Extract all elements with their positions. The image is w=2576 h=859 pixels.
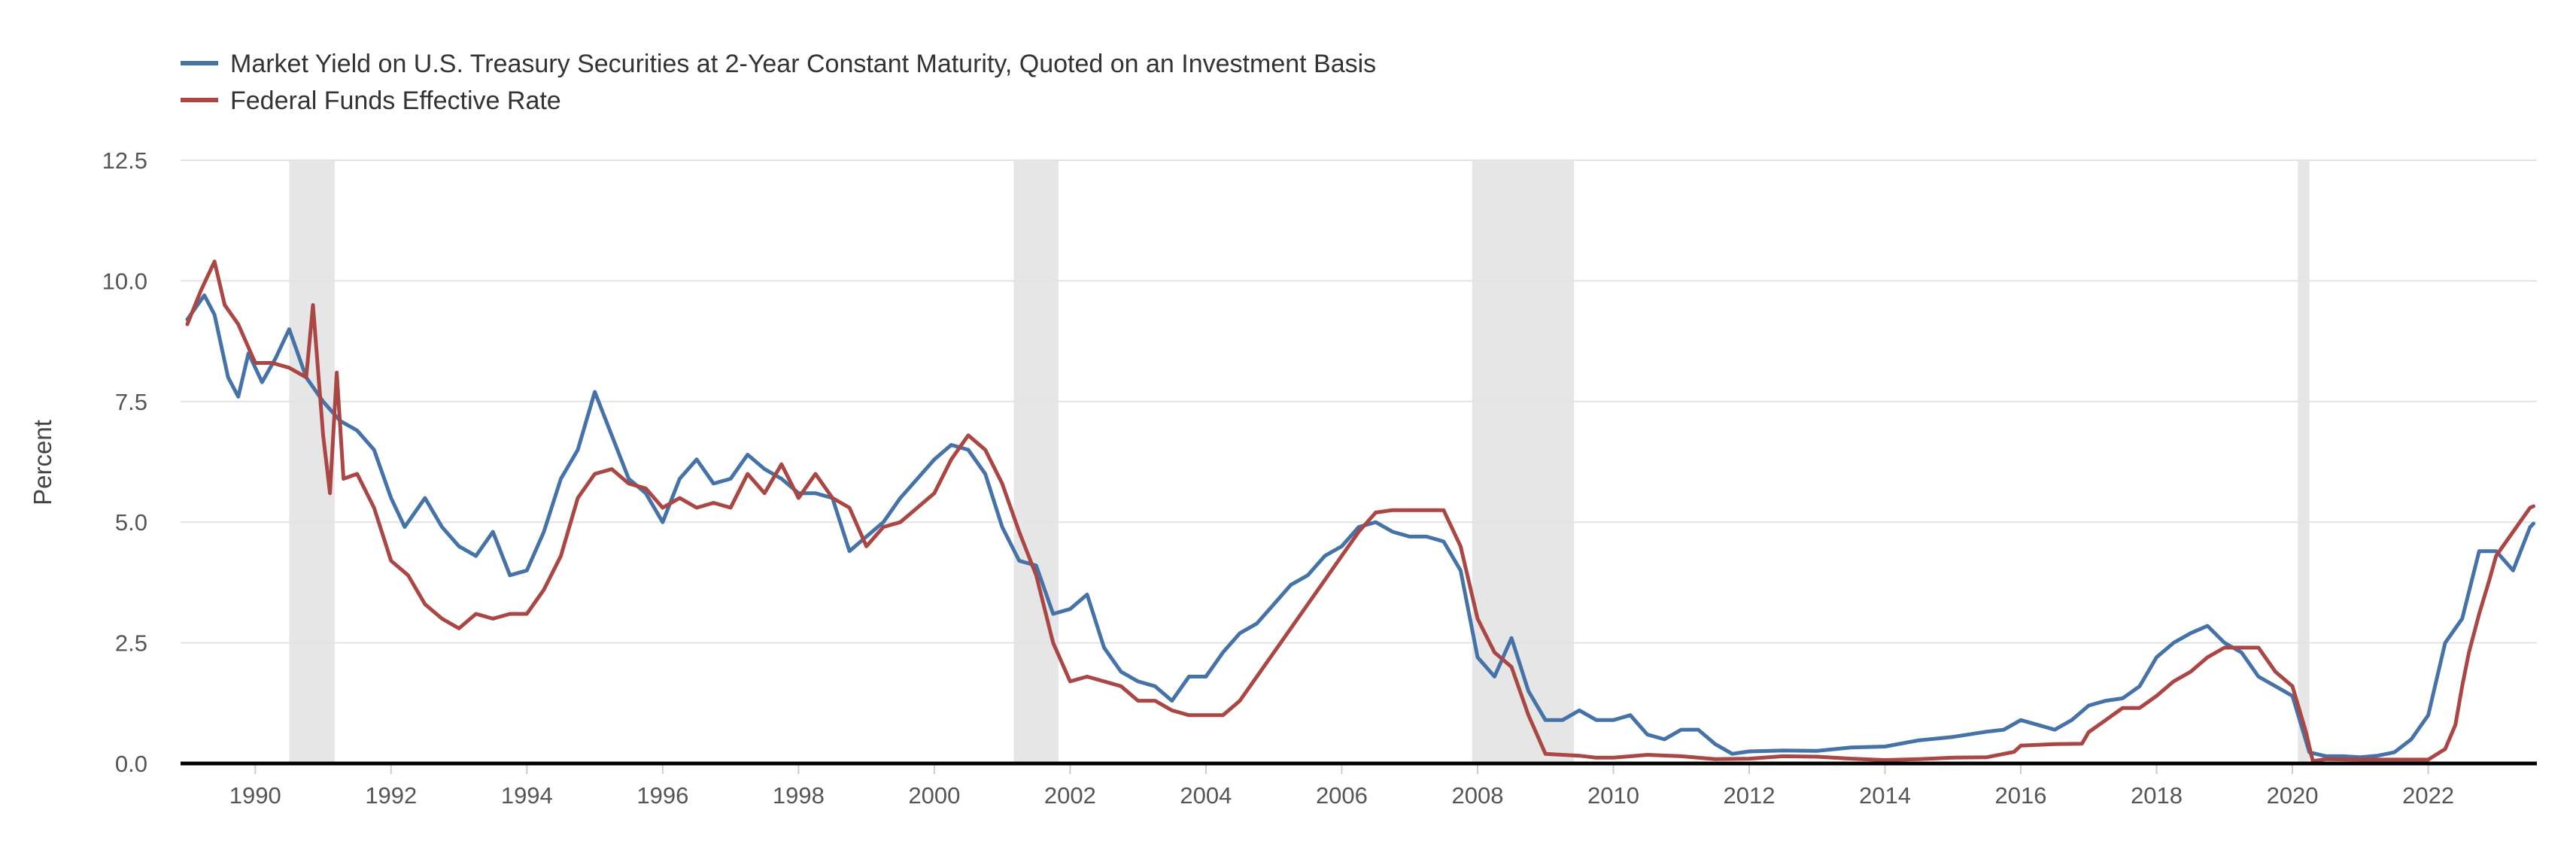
x-tick-label: 1996 [636, 782, 688, 809]
x-tick-label: 1994 [501, 782, 553, 809]
y-tick-label: 12.5 [102, 147, 147, 174]
x-tick-label: 1990 [229, 782, 281, 809]
y-tick-label: 5.0 [115, 509, 147, 536]
x-tick-label: 2000 [908, 782, 960, 809]
y-tick-label: 2.5 [115, 630, 147, 657]
recession-band-2 [1472, 160, 1575, 763]
x-tick-label: 2020 [2267, 782, 2319, 809]
x-tick-label: 2006 [1316, 782, 1368, 809]
recession-band-3 [2298, 160, 2310, 763]
x-tick-label: 2002 [1044, 782, 1096, 809]
x-tick-label: 2014 [1859, 782, 1911, 809]
x-tick-label: 2012 [1724, 782, 1776, 809]
y-axis-ticks: 0.0 2.5 5.0 7.5 10.0 12.5 [102, 147, 147, 777]
legend-item-fedfunds[interactable]: Federal Funds Effective Rate [181, 87, 561, 115]
legend-label-treasury: Market Yield on U.S. Treasury Securities… [230, 50, 1376, 78]
legend-label-fedfunds: Federal Funds Effective Rate [230, 87, 561, 115]
recession-band-1 [1013, 160, 1059, 763]
x-tick-label: 1992 [365, 782, 417, 809]
x-tick-label: 1998 [773, 782, 825, 809]
x-tick-label: 2016 [1995, 782, 2047, 809]
x-tick-label: 2018 [2131, 782, 2183, 809]
gridlines [181, 159, 2537, 644]
y-tick-label: 0.0 [115, 751, 147, 777]
legend-item-treasury[interactable]: Market Yield on U.S. Treasury Securities… [181, 50, 1376, 78]
x-tick-label: 2004 [1180, 782, 1232, 809]
y-axis-title: Percent [29, 420, 56, 505]
recession-shading [289, 160, 2310, 763]
x-tick-label: 2010 [1587, 782, 1639, 809]
series-line-0 [185, 293, 2535, 760]
legend[interactable]: Market Yield on U.S. Treasury Securities… [181, 50, 1376, 115]
x-axis-ticks: 1990 1992 1994 1996 1998 2000 2002 2004 2006 2008… [229, 763, 2454, 809]
x-tick-label: 2008 [1451, 782, 1503, 809]
y-tick-label: 7.5 [115, 389, 147, 415]
series-line-1 [185, 260, 2535, 763]
series-lines [185, 260, 2535, 763]
y-tick-label: 10.0 [102, 268, 147, 294]
x-tick-label: 2022 [2402, 782, 2454, 809]
